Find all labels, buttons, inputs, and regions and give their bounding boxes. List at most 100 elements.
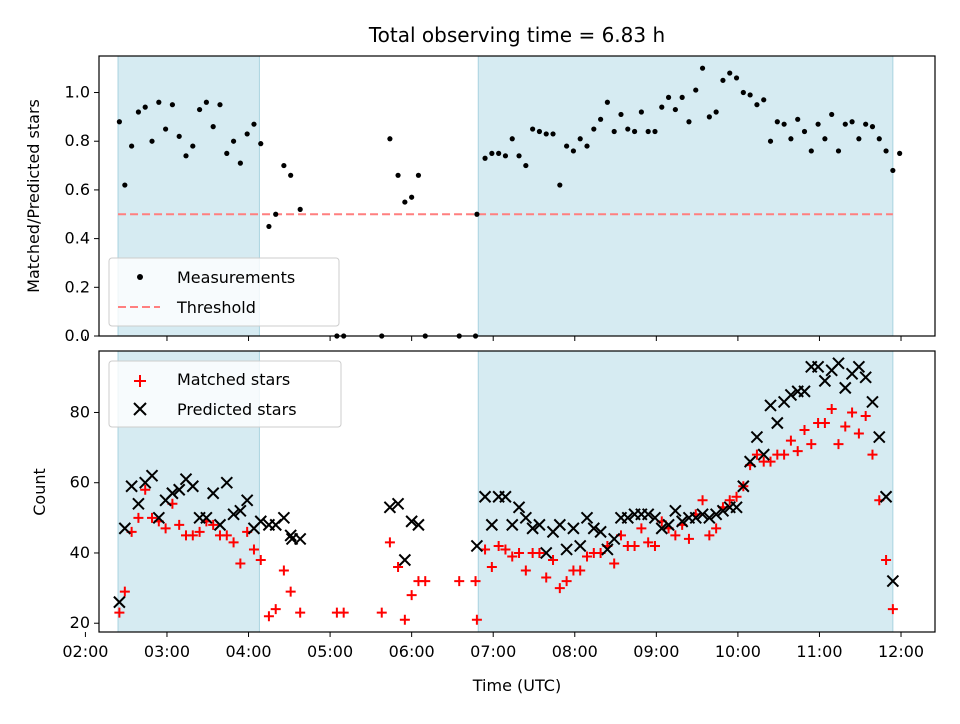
measurement-point <box>774 119 780 125</box>
measurement-point <box>849 119 855 125</box>
measurement-point <box>502 153 509 159</box>
predicted-star-point <box>526 522 539 535</box>
matched-star-point <box>514 547 525 558</box>
measurement-point <box>890 167 896 174</box>
x-tick-label: 09:00 <box>633 642 679 661</box>
measurement-point <box>727 70 733 76</box>
predicted-star-point <box>764 399 777 412</box>
matched-star-point <box>221 530 232 541</box>
matched-star-point <box>670 530 681 541</box>
measurement-point <box>659 104 665 110</box>
matched-star-point <box>697 495 708 506</box>
measurement-point <box>543 131 549 137</box>
predicted-star-point <box>506 518 519 532</box>
y-tick-label: 40 <box>70 543 90 562</box>
predicted-star-point <box>852 360 866 374</box>
top-y-ticks: 0.0 0.2 0.4 0.6 0.8 1.0 <box>65 83 99 345</box>
top-panel: 0.0 0.2 0.4 0.6 0.8 1.0 Matched/Predicted sta… <box>24 55 936 345</box>
predicted-star-point <box>879 490 893 503</box>
matched-star-point <box>765 456 776 467</box>
top-axes-frame <box>98 55 936 337</box>
matched-star-point <box>867 449 878 460</box>
predicted-star-point <box>220 476 233 489</box>
measurement-point <box>699 65 706 71</box>
measurement-point <box>713 109 719 115</box>
measurement-point <box>149 138 155 144</box>
predicted-star-point <box>743 455 757 468</box>
y-tick-label: 0.6 <box>65 180 90 199</box>
measurement-point <box>761 97 767 103</box>
measurement-point <box>638 109 644 115</box>
matched-star-point <box>792 446 803 457</box>
predicted-star-point <box>540 546 553 560</box>
predicted-star-point <box>412 518 425 532</box>
measurement-point <box>584 143 590 149</box>
x-tick-label: 04:00 <box>225 642 271 661</box>
x-tick-label: 11:00 <box>796 642 842 661</box>
measurement-point <box>489 150 495 156</box>
measurement-point <box>720 77 726 83</box>
measurement-point <box>795 116 801 122</box>
measurement-point <box>835 148 842 154</box>
measurement-point <box>570 148 577 154</box>
bottom-y-ticks: 20 40 60 80 <box>70 402 99 632</box>
measurement-point <box>788 136 794 142</box>
matched-star-point <box>376 607 387 618</box>
y-tick-label: 1.0 <box>65 83 90 102</box>
predicted-star-point <box>499 490 512 503</box>
matched-star-point <box>704 530 715 541</box>
matched-star-point <box>609 558 620 569</box>
matched-star-point <box>575 565 586 576</box>
measurement-point <box>116 119 122 125</box>
predicted-star-point <box>818 374 832 388</box>
y-tick-label: 0.4 <box>65 229 90 248</box>
measurement-point <box>297 206 303 212</box>
predicted-star-point <box>886 574 900 588</box>
top-shaded-intervals <box>117 55 894 337</box>
matched-star-point <box>819 418 830 429</box>
bottom-shaded-intervals <box>117 350 894 633</box>
x-tick-label: 10:00 <box>715 642 761 661</box>
measurement-point <box>183 153 189 159</box>
predicted-star-point <box>621 511 634 525</box>
x-tick-label: 03:00 <box>144 642 190 661</box>
matched-star-point <box>295 607 306 618</box>
predicted-star-point <box>145 469 159 482</box>
measurement-point <box>686 119 692 125</box>
matched-star-point <box>248 544 259 555</box>
matched-star-point <box>806 439 817 450</box>
measurement-point <box>273 211 279 217</box>
measurement-point <box>509 136 515 142</box>
bottom-axes-frame <box>98 350 936 633</box>
measurement-point <box>591 126 597 132</box>
predicted-star-point <box>859 371 872 384</box>
matched-star-point <box>228 537 239 548</box>
y-tick-label: 0.8 <box>65 131 90 150</box>
predicted-star-point <box>675 515 689 528</box>
predicted-star-point <box>254 515 267 528</box>
measurement-point <box>740 89 746 96</box>
measurement-point <box>217 102 223 108</box>
predicted-star-point <box>669 504 682 518</box>
measurement-point <box>387 136 393 142</box>
matched-star-point <box>140 484 151 495</box>
measurement-point <box>693 87 699 93</box>
measurement-point <box>395 172 401 178</box>
measurement-point <box>679 94 685 100</box>
measurement-point <box>733 75 740 81</box>
predicted-star-point <box>478 490 492 503</box>
measurement-point <box>604 99 610 105</box>
matched-star-point <box>420 576 431 587</box>
matched-star-point <box>887 604 898 615</box>
predicted-star-point <box>519 511 533 525</box>
matched-star-point <box>799 425 810 436</box>
predicted-star-point <box>798 385 811 398</box>
matched-star-point <box>278 565 289 576</box>
measurement-point <box>863 121 869 127</box>
predicted-star-point <box>750 430 764 444</box>
predicted-star-point <box>839 381 852 395</box>
matched-star-point <box>847 407 858 418</box>
measurement-point <box>611 128 617 135</box>
matched-star-point <box>826 403 837 414</box>
